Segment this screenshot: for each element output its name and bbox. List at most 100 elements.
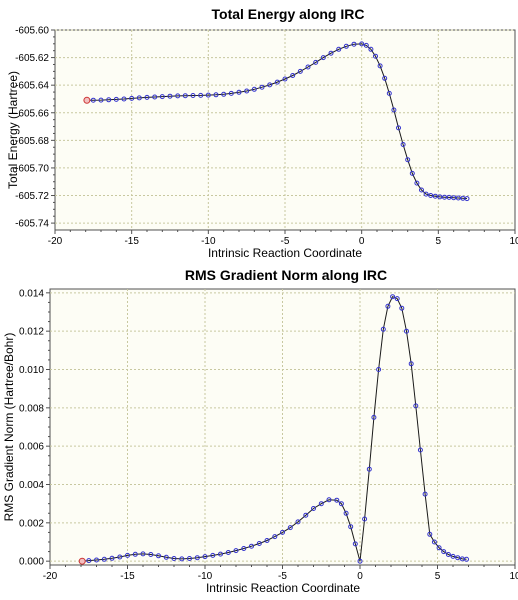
gradient-y-tick-label: 0.008 <box>19 403 44 414</box>
energy-data-point <box>190 93 196 98</box>
gradient-chart-title: RMS Gradient Norm along IRC <box>185 267 387 283</box>
gradient-data-point <box>194 555 200 561</box>
energy-x-ticks: -20 -15 -10 -5 0 5 10 <box>48 230 518 247</box>
gradient-chart: RMS Gradient Norm along IRC -20 -15 -10 -5 0… <box>2 267 518 595</box>
energy-data-point <box>175 93 181 99</box>
energy-y-tick-label: -605.60 <box>15 26 49 37</box>
gradient-data-point <box>450 553 456 559</box>
energy-highlight-point <box>83 96 91 104</box>
gradient-data-point <box>352 541 358 547</box>
gradient-data-point <box>241 546 247 551</box>
gradient-y-tick-label: 0.004 <box>19 480 44 491</box>
energy-data-point <box>136 95 142 101</box>
energy-data-point <box>396 125 401 131</box>
gradient-y-axis-label: RMS Gradient Norm (Hartree/Bohr) <box>2 333 16 522</box>
gradient-data-point <box>404 328 409 334</box>
energy-data-point <box>377 63 383 69</box>
gradient-data-point <box>249 543 254 549</box>
energy-data-point <box>144 94 150 100</box>
energy-grid <box>55 29 515 230</box>
energy-data-point <box>414 180 420 186</box>
gradient-data-point <box>338 501 344 507</box>
energy-x-tick-label: -10 <box>201 236 216 247</box>
gradient-y-tick-label: 0.012 <box>19 327 44 338</box>
gradient-data-point <box>171 556 177 561</box>
energy-data-point <box>236 89 242 95</box>
energy-data-point <box>455 195 461 201</box>
energy-data-point <box>113 96 119 102</box>
gradient-data-point <box>280 529 285 535</box>
energy-series <box>83 41 470 202</box>
gradient-data-point <box>256 541 262 546</box>
energy-data-point <box>359 41 365 47</box>
gradient-data-point <box>380 326 386 332</box>
gradient-data-point <box>431 539 437 545</box>
energy-data-point <box>400 142 406 147</box>
energy-data-point <box>451 195 457 201</box>
gradient-grid <box>50 289 515 565</box>
energy-y-tick-label: -605.64 <box>15 81 49 92</box>
energy-data-point <box>428 193 434 198</box>
gradient-y-tick-label: 0.014 <box>19 288 44 299</box>
gradient-y-tick-label: 0.000 <box>19 557 44 568</box>
gradient-data-point <box>385 303 391 309</box>
gradient-data-point <box>343 510 349 516</box>
energy-data-point <box>167 93 173 99</box>
gradient-x-tick-label: -5 <box>278 571 287 582</box>
energy-data-point <box>282 76 288 82</box>
gradient-data-point <box>295 519 301 525</box>
energy-y-tick-label: -605.70 <box>15 163 49 174</box>
gradient-data-point <box>362 516 368 522</box>
gradient-data-point <box>303 512 309 518</box>
gradient-data-point <box>218 551 223 557</box>
gradient-data-point <box>101 556 107 562</box>
gradient-data-point <box>390 294 396 300</box>
gradient-data-point <box>187 556 192 561</box>
energy-data-point <box>336 46 342 52</box>
energy-data-point <box>320 55 326 61</box>
energy-data-point <box>328 50 334 56</box>
gradient-data-point <box>417 447 423 453</box>
gradient-data-point <box>264 538 270 543</box>
gradient-data-point <box>132 551 138 557</box>
gradient-data-point <box>225 550 231 555</box>
energy-y-tick-label: -605.66 <box>15 108 49 119</box>
energy-chart: Total Energy along IRC -20 -15 -10 -5 0 5 10 -… <box>6 6 518 260</box>
energy-series-line <box>86 43 468 200</box>
energy-data-point <box>382 75 388 81</box>
gradient-data-point <box>140 551 146 557</box>
energy-data-point <box>106 97 112 103</box>
gradient-y-tick-label: 0.010 <box>19 365 44 376</box>
gradient-series <box>78 294 469 565</box>
gradient-data-point <box>441 549 447 555</box>
energy-data-point <box>274 79 280 85</box>
energy-data-point <box>442 194 447 200</box>
gradient-data-point <box>376 367 382 372</box>
energy-data-point <box>221 91 227 97</box>
gradient-data-point <box>413 403 419 409</box>
gradient-data-point <box>287 525 293 531</box>
energy-data-point <box>305 64 311 70</box>
gradient-data-point <box>318 501 324 507</box>
gradient-data-point <box>422 491 428 497</box>
gradient-data-point <box>109 555 115 561</box>
gradient-data-point <box>94 557 99 563</box>
energy-data-point <box>423 191 429 197</box>
gradient-x-tick-label: -20 <box>43 571 58 582</box>
gradient-data-point <box>334 497 340 503</box>
energy-data-point <box>213 92 219 98</box>
energy-chart-title: Total Energy along IRC <box>212 6 365 22</box>
gradient-data-point <box>436 545 442 551</box>
energy-data-point <box>290 73 296 78</box>
energy-data-point <box>446 194 452 200</box>
gradient-data-point <box>399 305 405 311</box>
energy-data-point <box>152 94 158 100</box>
gradient-data-point <box>394 296 400 302</box>
energy-x-tick-label: -15 <box>124 236 139 247</box>
energy-y-axis-label: Total Energy (Hartree) <box>6 71 20 189</box>
gradient-data-point <box>125 552 130 558</box>
gradient-data-point <box>445 552 451 557</box>
energy-x-tick-label: 5 <box>436 236 442 247</box>
gradient-data-point <box>156 553 161 559</box>
